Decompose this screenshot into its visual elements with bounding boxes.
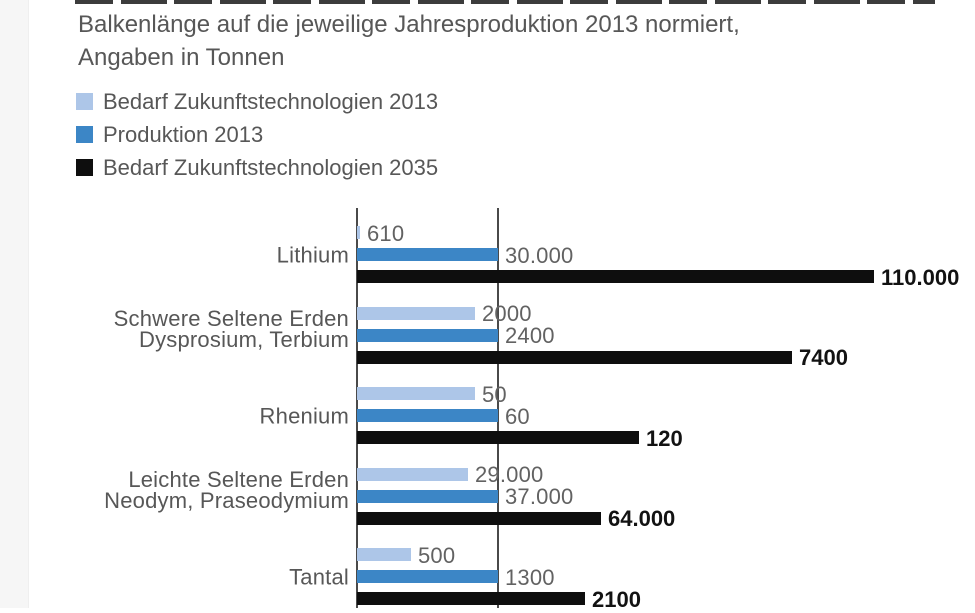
legend-swatch-black	[76, 159, 93, 176]
chart-subtitle-line1: Balkenlänge auf die jeweilige Jahresprod…	[78, 11, 740, 38]
bar-bedarf-2013	[357, 306, 475, 320]
category-label-line: Dysprosium, Terbium	[138, 327, 349, 352]
category-label: Tantal	[289, 564, 349, 589]
chart-subtitle-line2: Angaben in Tonnen	[78, 44, 285, 71]
value-label: 7400	[799, 345, 848, 370]
value-label: 110.000	[881, 264, 960, 290]
legend-item-bedarf-2013: Bedarf Zukunftstechnologien 2013	[76, 89, 439, 125]
bar-bedarf-2035	[357, 592, 585, 605]
category-label: Rhenium	[259, 403, 349, 428]
bar-bedarf-2013	[357, 548, 411, 561]
legend-item-bedarf-2035: Bedarf Zukunftstechnologien 2035	[76, 155, 439, 191]
category-label-line: Schwere Seltene Erden	[113, 306, 349, 331]
legend-swatch-light-blue	[76, 93, 93, 110]
legend-item-produktion-2013: Produktion 2013	[76, 122, 438, 158]
value-label: 120	[646, 425, 683, 451]
bar-bedarf-2035	[357, 431, 639, 444]
bar-produktion-2013	[357, 489, 498, 503]
cropped-heading-remnant	[75, 0, 935, 4]
bar-bedarf-2013	[357, 467, 468, 481]
category-label: Leichte Seltene Erden Neodym, Praseodymiu…	[104, 467, 349, 513]
value-label: 60	[505, 403, 530, 429]
bar-produktion-2013	[357, 409, 498, 422]
legend-label: Bedarf Zukunftstechnologien 2013	[103, 89, 439, 114]
value-label: 30.000	[505, 242, 574, 268]
bar-bedarf-2035	[357, 350, 792, 364]
value-label: 29.000	[475, 462, 544, 487]
category-label-line: Lithium	[276, 242, 349, 267]
category-label-line: Neodym, Praseodymium	[104, 488, 349, 513]
category-label: Lithium	[276, 242, 349, 267]
category-label: Schwere Seltene Erden Dysprosium, Terbium	[113, 306, 349, 352]
legend: Bedarf Zukunftstechnologien 2013 Produkt…	[76, 89, 439, 191]
category-label-line: Leichte Seltene Erden	[128, 467, 349, 492]
axis-zero-line	[356, 208, 358, 608]
category-label-line: Tantal	[289, 564, 349, 589]
value-label: 1300	[505, 564, 555, 590]
value-label: 2400	[505, 323, 555, 348]
legend-label: Produktion 2013	[103, 122, 264, 147]
bar-produktion-2013	[357, 570, 498, 583]
page-left-margin-strip	[0, 0, 29, 608]
value-label: 610	[367, 220, 405, 246]
bar-chart: Lithium 610 30.000 110.000 Schwere Seltene E…	[0, 208, 975, 612]
legend-label: Bedarf Zukunftstechnologien 2035	[103, 155, 439, 180]
legend-swatch-blue	[76, 126, 93, 143]
value-label: 37.000	[505, 484, 574, 509]
bar-bedarf-2035	[357, 270, 874, 283]
value-label: 50	[482, 381, 507, 407]
bar-bedarf-2035	[357, 511, 601, 525]
value-label: 500	[418, 542, 456, 568]
bar-produktion-2013	[357, 248, 498, 261]
bar-bedarf-2013	[357, 226, 360, 239]
bar-bedarf-2013	[357, 387, 475, 400]
value-label: 64.000	[608, 506, 676, 531]
produktion-2013-reference-line	[497, 208, 499, 608]
category-label-line: Rhenium	[259, 403, 349, 428]
value-label: 2000	[482, 301, 532, 326]
bar-produktion-2013	[357, 328, 498, 342]
value-label: 2100	[592, 586, 641, 612]
chart-subtitle: Balkenlänge auf die jeweilige Jahresprod…	[78, 8, 740, 74]
